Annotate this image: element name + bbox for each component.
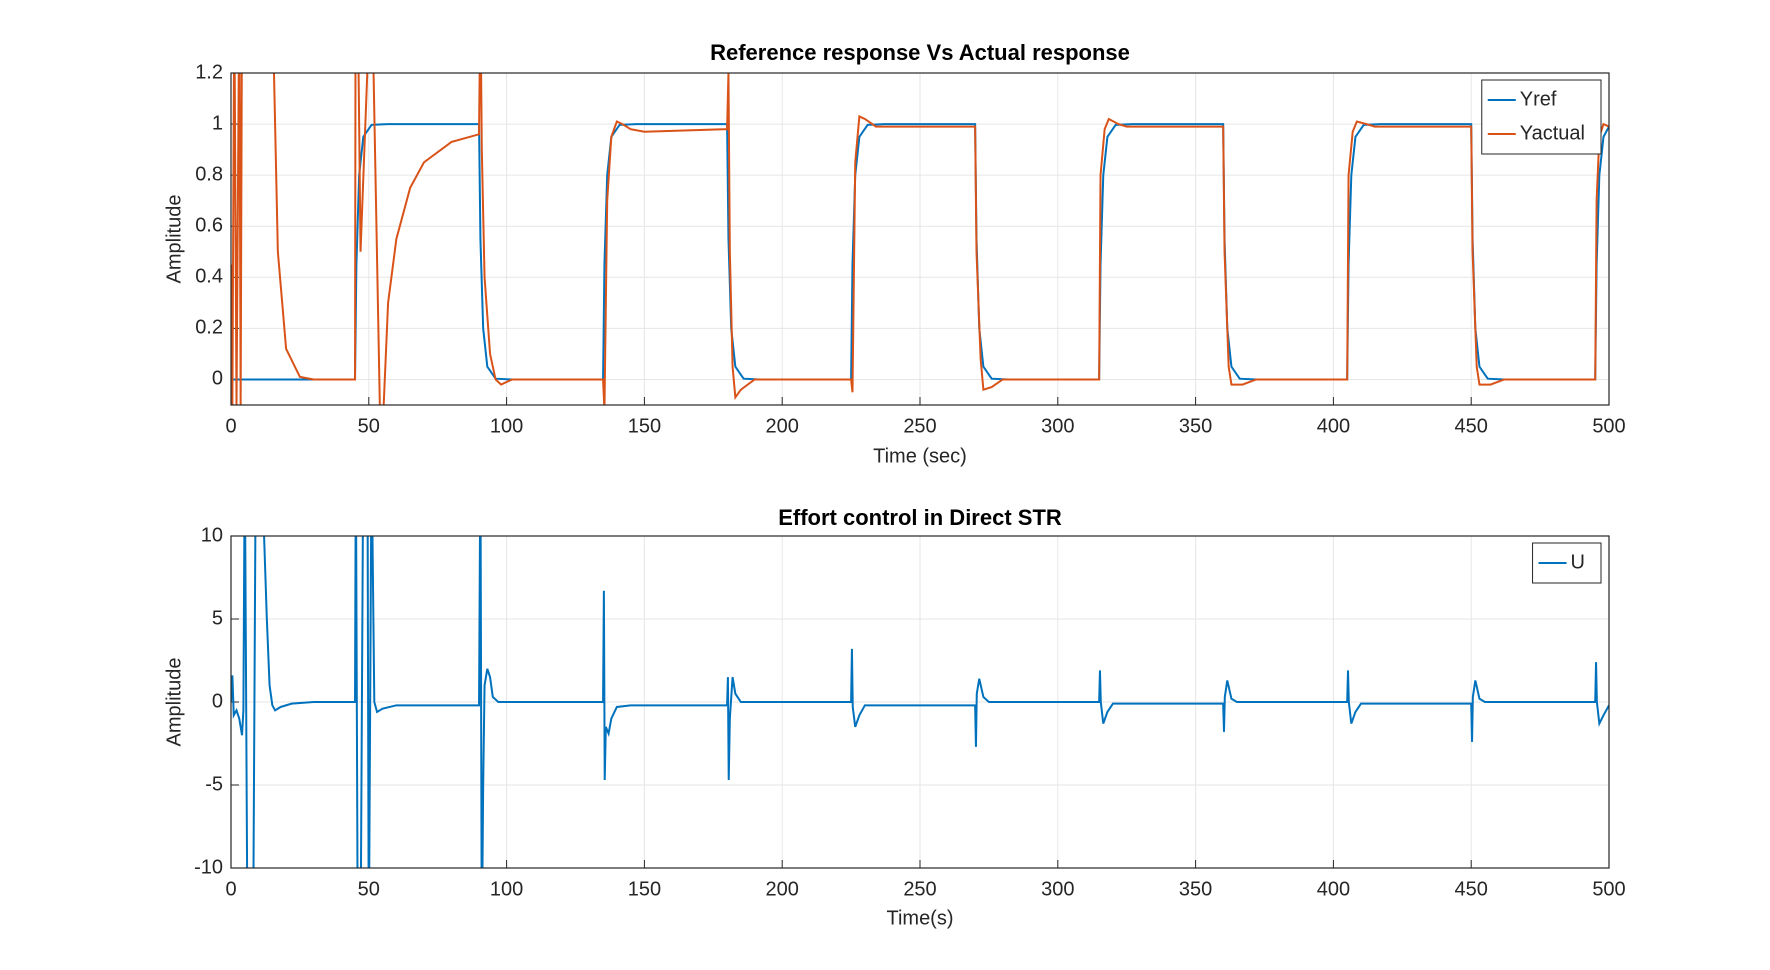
- x-tick-label: 0: [225, 878, 236, 900]
- x-tick-label: 500: [1592, 415, 1625, 437]
- x-tick-label: 300: [1041, 415, 1074, 437]
- x-tick-label: 450: [1455, 415, 1488, 437]
- y-tick-label: 10: [201, 524, 223, 546]
- y-tick-label: 0.4: [195, 266, 223, 288]
- x-tick-label: 400: [1317, 415, 1350, 437]
- x-tick-label: 200: [766, 415, 799, 437]
- y-axis-label: Amplitude: [163, 195, 185, 284]
- legend-label: Yactual: [1520, 122, 1585, 144]
- x-tick-label: 350: [1179, 878, 1212, 900]
- x-tick-label: 50: [358, 878, 380, 900]
- y-tick-label: 1: [212, 112, 223, 134]
- y-tick-label: 0.8: [195, 163, 223, 185]
- legend-label: U: [1571, 551, 1585, 573]
- axes: 0 50 100 150 200 250 300 350 400 450 500 -10 -5 0 5 10 E…: [163, 505, 1625, 929]
- x-tick-label: 250: [903, 415, 936, 437]
- y-tick-label: 0: [212, 690, 223, 712]
- y-tick-label: 0.2: [195, 317, 223, 339]
- x-tick-label: 500: [1592, 878, 1625, 900]
- legend: Yref Yactual: [1481, 79, 1602, 155]
- axes-box: [230, 72, 1610, 406]
- chart-title: Effort control in Direct STR: [778, 505, 1062, 530]
- x-tick-label: 0: [225, 415, 236, 437]
- series-line: [231, 536, 1609, 868]
- x-axis-label: Time(s): [886, 907, 953, 929]
- x-tick-label: 100: [490, 415, 523, 437]
- y-tick-label: -10: [194, 856, 223, 878]
- y-tick-label: -5: [205, 773, 223, 795]
- series-line: [231, 73, 1609, 405]
- y-tick-label: 0.6: [195, 215, 223, 237]
- x-tick-label: 250: [903, 878, 936, 900]
- legend: U: [1532, 542, 1602, 584]
- x-tick-label: 450: [1455, 878, 1488, 900]
- y-axis-label: Amplitude: [163, 658, 185, 747]
- x-tick-label: 400: [1317, 878, 1350, 900]
- y-tick-label: 0: [212, 368, 223, 390]
- x-tick-label: 350: [1179, 415, 1212, 437]
- x-tick-label: 100: [490, 878, 523, 900]
- x-tick-label: 50: [358, 415, 380, 437]
- legend-label: Yref: [1520, 88, 1557, 110]
- axes: 0 50 100 150 200 250 300 350 400 450 500 0 0.2 0.4 0.6…: [163, 40, 1625, 467]
- legend-box: [1481, 79, 1602, 155]
- x-tick-label: 200: [766, 878, 799, 900]
- y-tick-label: 5: [212, 607, 223, 629]
- x-tick-label: 300: [1041, 878, 1074, 900]
- chart-title: Reference response Vs Actual response: [710, 40, 1130, 65]
- y-tick-label: 1.2: [195, 61, 223, 83]
- x-axis-label: Time (sec): [873, 445, 967, 467]
- x-tick-label: 150: [628, 415, 661, 437]
- axes-box: [230, 535, 1610, 869]
- x-tick-label: 150: [628, 878, 661, 900]
